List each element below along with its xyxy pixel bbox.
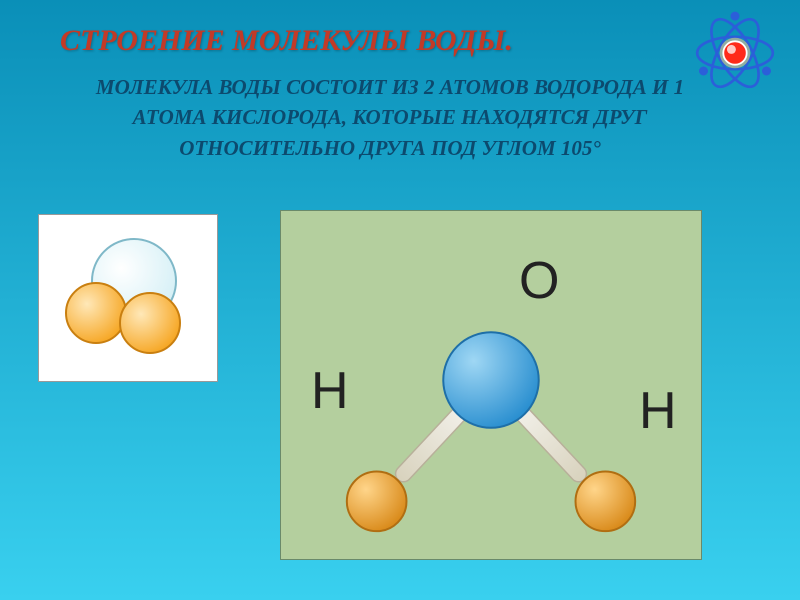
subtitle-line-2: АТОМА КИСЛОРОДА, КОТОРЫЕ НАХОДЯТСЯ ДРУГ	[133, 105, 648, 129]
atom-icon	[690, 8, 780, 98]
subtitle-line-3: ОТНОСИТЕЛЬНО ДРУГА ПОД УГЛОМ 105°	[179, 136, 601, 160]
hydrogen-label-right: H	[639, 381, 677, 441]
compact-molecule-panel	[38, 214, 218, 382]
slide-subtitle: МОЛЕКУЛА ВОДЫ СОСТОИТ ИЗ 2 АТОМОВ ВОДОРО…	[80, 72, 700, 163]
compact-molecule	[48, 223, 208, 373]
oxygen-label: O	[519, 251, 559, 311]
slide-root: СТРОЕНИЕ МОЛЕКУЛЫ ВОДЫ. МОЛЕКУЛА ВОДЫ СО…	[0, 0, 800, 600]
hydrogen-label-left: H	[311, 361, 349, 421]
labeled-molecule-panel: O H H	[280, 210, 702, 560]
atom-icon-svg	[690, 8, 780, 98]
slide-title: СТРОЕНИЕ МОЛЕКУЛЫ ВОДЫ.	[60, 24, 513, 58]
subtitle-line-1: МОЛЕКУЛА ВОДЫ СОСТОИТ ИЗ 2 АТОМОВ ВОДОРО…	[96, 75, 684, 99]
